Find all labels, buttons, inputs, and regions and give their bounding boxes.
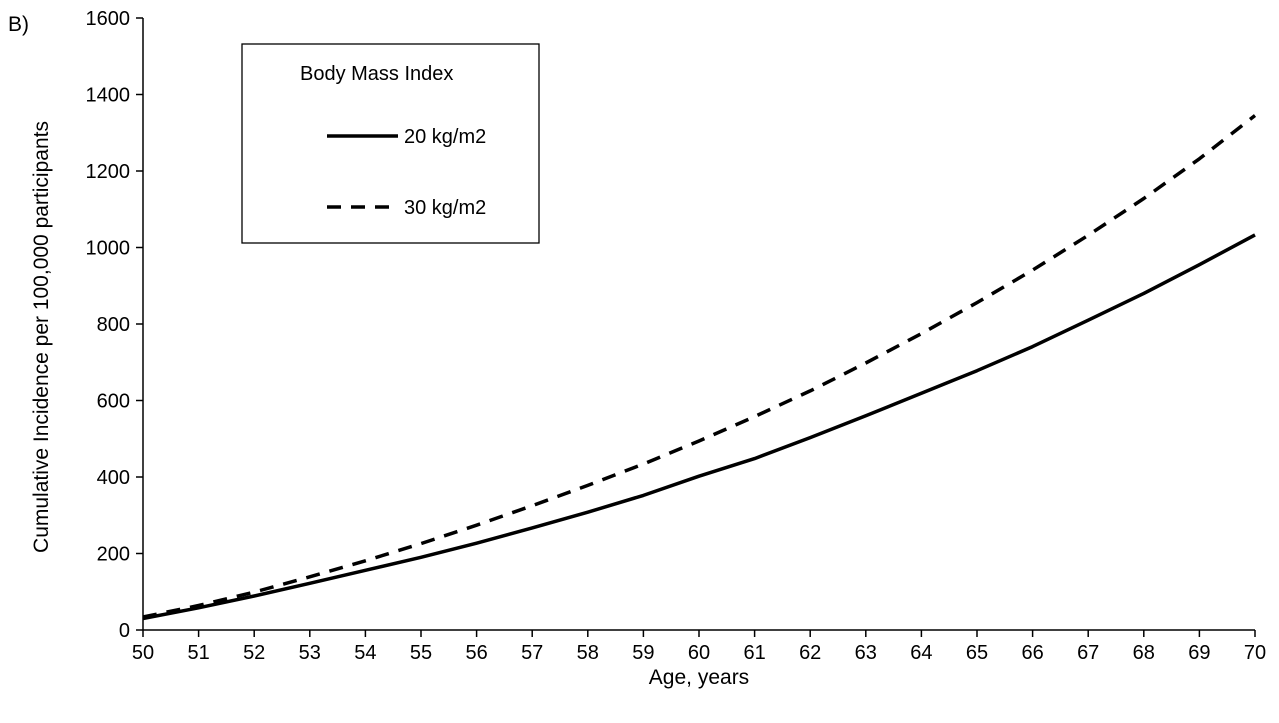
series-line-30-kg-m2 [142,114,1257,619]
y-tick-label: 1000 [86,238,131,260]
x-tick-label: 51 [187,642,209,664]
x-tick-label: 58 [577,642,599,664]
x-tick-label: 63 [855,642,877,664]
y-tick-label: 0 [119,620,130,642]
x-tick-label: 56 [465,642,487,664]
series-layer [142,114,1257,621]
x-tick-label: 50 [132,642,154,664]
x-tick-label: 67 [1077,642,1099,664]
x-tick-label: 68 [1133,642,1155,664]
x-tick-label: 54 [354,642,376,664]
x-axis: 50 51 52 53 54 55 56 57 58 59 60 61 62 63 64 65 66 67 68 69… [132,629,1266,664]
y-tick-label: 400 [97,467,130,489]
y-tick-label: 1200 [86,161,131,183]
x-tick-label: 59 [632,642,654,664]
y-tick-label: 200 [97,544,130,566]
x-tick-label: 65 [966,642,988,664]
legend-label-30-kg-m2: 30 kg/m2 [404,197,486,219]
x-tick-label: 62 [799,642,821,664]
x-tick-label: 52 [243,642,265,664]
x-tick-label: 53 [299,642,321,664]
panel-label: B) [8,13,29,36]
x-tick-label: 70 [1244,642,1266,664]
y-tick-label: 1600 [86,8,131,30]
legend-label-20-kg-m2: 20 kg/m2 [404,126,486,148]
legend-title: Body Mass Index [300,63,453,85]
legend: Body Mass Index 20 kg/m2 30 kg/m2 [241,43,540,244]
y-tick-label: 1400 [86,85,131,107]
x-tick-label: 64 [910,642,932,664]
x-tick-label: 55 [410,642,432,664]
y-tick-label: 600 [97,391,130,413]
x-tick-label: 69 [1188,642,1210,664]
y-axis: 0 200 400 600 800 1000 1200 1400 1600 [86,8,144,642]
legend-box [241,43,540,244]
x-tick-label: 61 [743,642,765,664]
y-axis-title: Cumulative Incidence per 100,000 partici… [30,121,53,553]
x-tick-label: 57 [521,642,543,664]
y-tick-label: 800 [97,314,130,336]
series-line-20-kg-m2 [142,233,1256,621]
x-tick-label: 60 [688,642,710,664]
x-axis-title: Age, years [649,666,749,689]
x-tick-label: 66 [1021,642,1043,664]
